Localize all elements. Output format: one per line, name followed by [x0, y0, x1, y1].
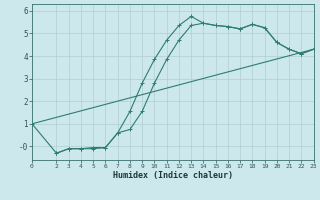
X-axis label: Humidex (Indice chaleur): Humidex (Indice chaleur) — [113, 171, 233, 180]
